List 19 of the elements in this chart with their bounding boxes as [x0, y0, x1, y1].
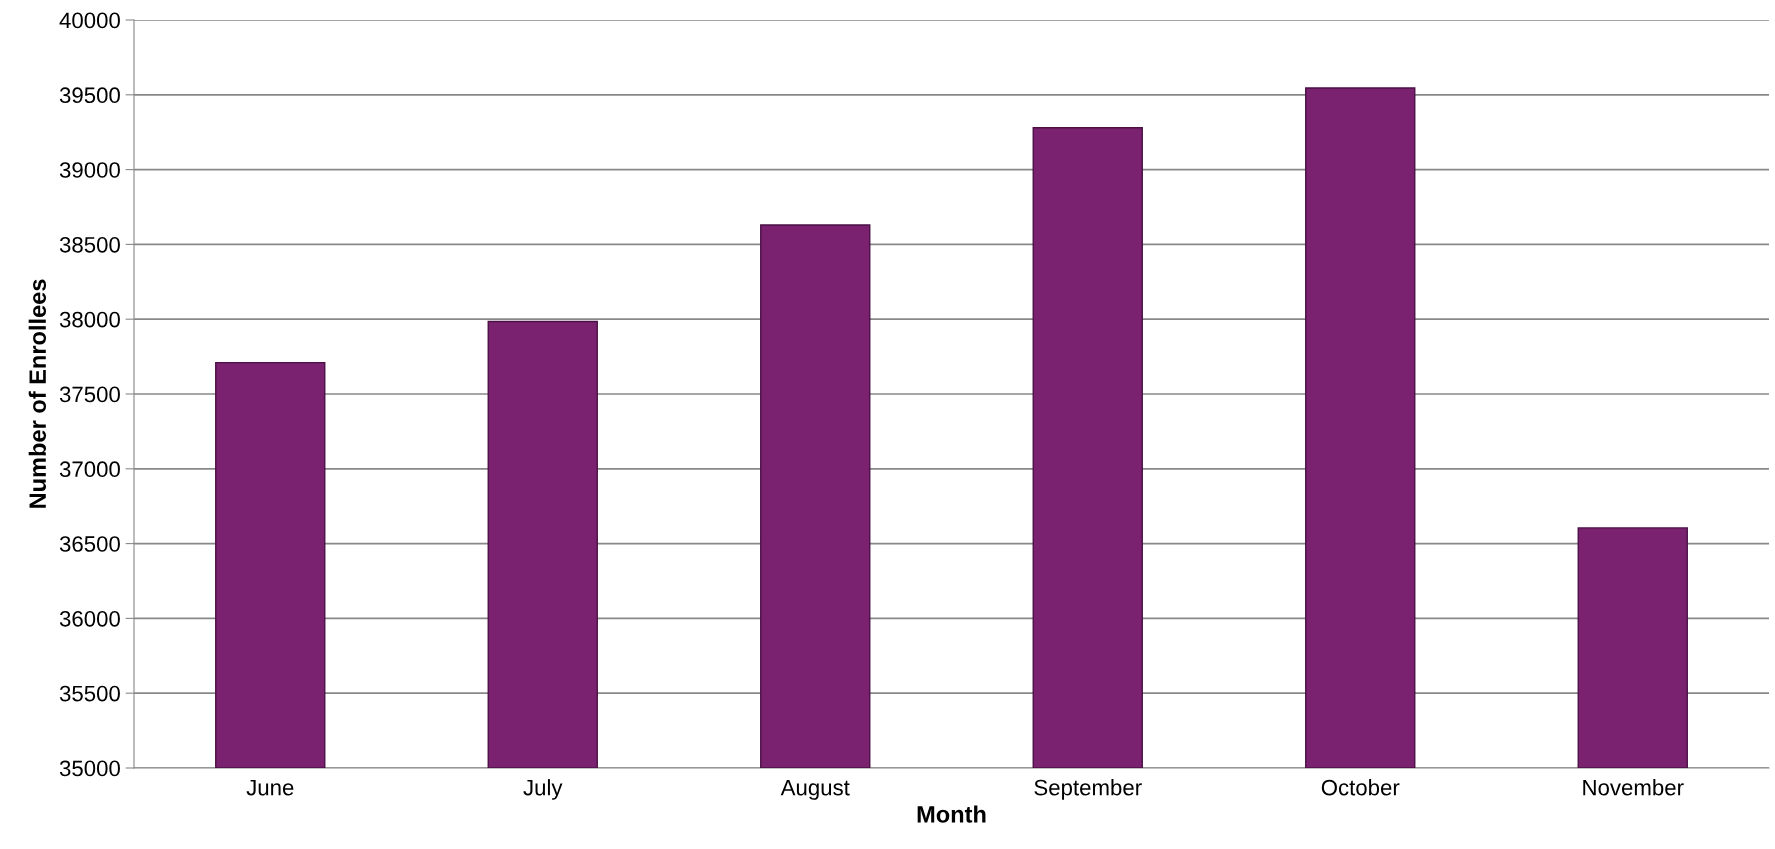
x-tick-label: July: [523, 779, 563, 800]
x-tick-label: August: [780, 779, 850, 800]
y-tick-label: 38000: [59, 311, 120, 328]
y-tick-label: 35000: [59, 760, 120, 777]
y-tick-label: 39500: [59, 87, 120, 104]
x-tick-label: October: [1321, 779, 1400, 796]
y-tick-label: 40000: [59, 12, 120, 29]
y-tick-label: 37000: [59, 461, 120, 478]
y-tick-label: 36500: [59, 536, 120, 552]
y-tick-label: 38500: [59, 236, 120, 253]
y-tick-label: 39000: [59, 162, 120, 178]
y-axis-title: Number of Enrollees: [28, 279, 47, 508]
y-tick-label: 37500: [59, 386, 120, 403]
x-tick-label: September: [1034, 779, 1142, 800]
x-axis-title: Month: [917, 805, 986, 823]
x-tick-label: June: [246, 779, 294, 796]
y-tick-label: 35500: [59, 685, 120, 702]
x-tick-label: November: [1583, 779, 1684, 796]
y-tick-label: 36000: [59, 610, 120, 627]
